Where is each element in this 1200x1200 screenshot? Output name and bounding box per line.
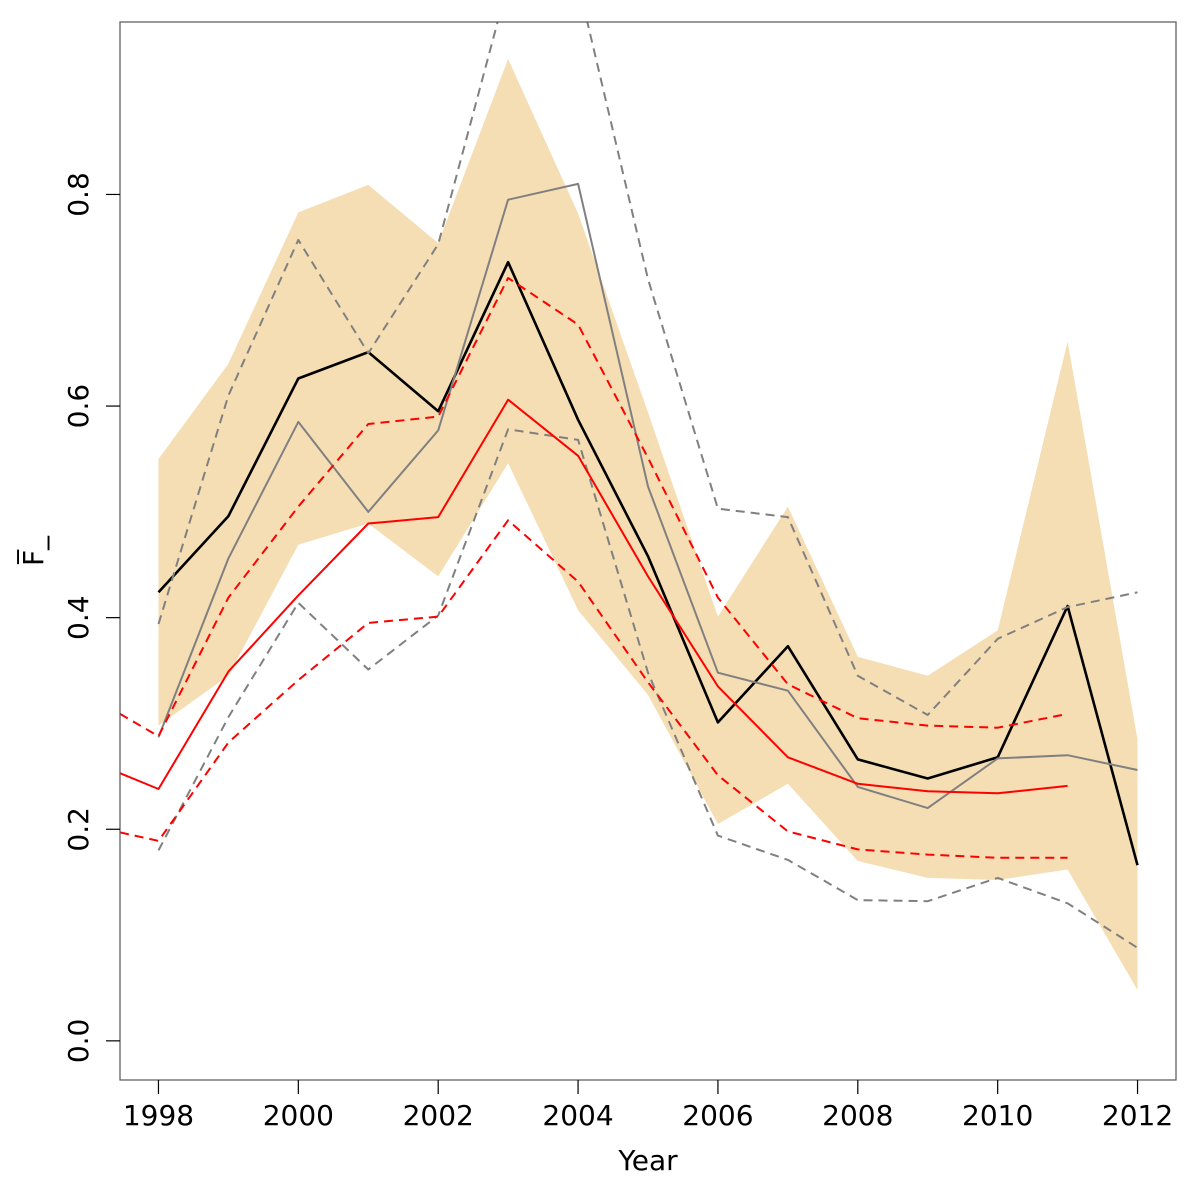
y-tick-label: 0.2 (62, 807, 95, 852)
x-tick-label: 2008 (822, 1099, 893, 1132)
x-axis: 1998 2000 2002 2004 2006 2008 2010 2012 (123, 1080, 1173, 1132)
x-tick-label: 2000 (263, 1099, 334, 1132)
x-tick-label: 2010 (962, 1099, 1033, 1132)
x-tick-label: 1998 (123, 1099, 194, 1132)
series-line-7 (120, 519, 1068, 859)
series-line-3 (157, 22, 1138, 716)
series-line-5 (120, 398, 1068, 795)
y-tick-label: 0.0 (62, 1019, 95, 1064)
y-tick-label: 0.8 (62, 172, 95, 217)
y-tick-label: 0.4 (62, 595, 95, 640)
series-line-2 (157, 182, 1138, 810)
plot-frame (119, 21, 1177, 1081)
y-tick-label: 0.6 (62, 384, 95, 429)
series-line-1 (157, 260, 1139, 866)
x-tick-label: 2006 (682, 1099, 753, 1132)
series-line-6 (120, 277, 1068, 738)
series-layer (120, 22, 1139, 949)
confidence-band (158, 59, 1138, 991)
x-tick-label: 2004 (542, 1099, 613, 1132)
x-tick-label: 2002 (403, 1099, 474, 1132)
series-line-4 (157, 428, 1139, 949)
confidence-band-layer (158, 59, 1138, 991)
y-axis-title: F̅_ (16, 535, 50, 566)
x-axis-title: Year (617, 1144, 678, 1177)
y-axis: 0.0 0.2 0.4 0.6 0.8 (62, 172, 120, 1063)
x-tick-label: 2012 (1102, 1099, 1173, 1132)
